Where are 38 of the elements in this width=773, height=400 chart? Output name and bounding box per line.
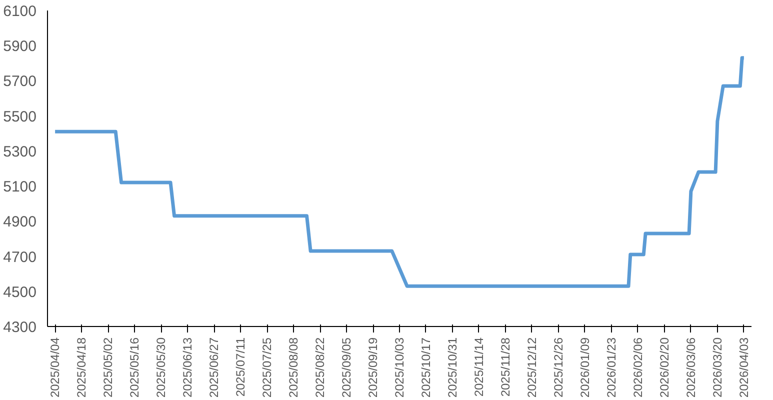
x-tick-label: 2026/02/06 [630, 337, 645, 398]
x-tick-label: 2026/03/06 [684, 337, 698, 398]
x-tick-label: 2025/10/17 [418, 337, 433, 398]
y-tick-label: 4900 [3, 214, 37, 231]
y-tick-label: 5100 [3, 178, 37, 196]
x-tick-label: 2025/11/14 [472, 337, 486, 397]
x-tick-label: 2025/06/13 [180, 337, 195, 398]
x-tick-label: 2025/06/27 [207, 337, 222, 398]
x-tick-label: 2026/04/03 [736, 337, 751, 398]
x-tick-label: 2025/10/03 [392, 337, 406, 398]
x-tick-label: 2025/12/12 [524, 337, 539, 398]
x-tick-label: 2026/01/23 [604, 337, 618, 398]
y-tick-label: 6100 [3, 3, 37, 20]
line-series [53, 56, 746, 288]
x-tick-label: 2025/11/28 [498, 337, 512, 397]
x-tick-label: 2025/04/18 [74, 337, 89, 398]
x-tick-label: 2025/05/30 [154, 337, 168, 398]
y-tick-label: 4300 [3, 319, 37, 336]
x-tick-label: 2025/08/22 [313, 337, 328, 398]
y-tick-label: 4500 [3, 284, 37, 301]
y-tick-label: 4700 [3, 248, 37, 266]
x-tick-label: 2025/12/26 [551, 337, 566, 398]
x-tick-label: 2025/04/04 [48, 337, 62, 398]
x-tick-label: 2025/05/02 [101, 337, 116, 398]
y-tick-label: 5300 [3, 143, 37, 160]
y-tick-label: 5700 [3, 73, 37, 90]
x-tick-label: 2025/07/11 [234, 337, 248, 397]
x-tick-label: 2025/09/05 [340, 337, 354, 398]
x-tick-label: 2025/09/19 [366, 337, 380, 398]
x-tick-label: 2025/08/08 [286, 337, 301, 398]
y-tick-label: 5900 [3, 38, 37, 56]
x-tick-label: 2025/05/16 [128, 337, 142, 398]
x-tick-label: 2025/10/31 [445, 337, 460, 398]
y-tick-label: 5500 [3, 108, 37, 126]
x-tick-label: 2026/01/09 [578, 337, 592, 398]
x-tick-label: 2026/03/20 [710, 337, 724, 398]
x-tick-label: 2025/07/25 [260, 337, 274, 398]
x-tick-label: 2026/02/20 [657, 337, 672, 398]
